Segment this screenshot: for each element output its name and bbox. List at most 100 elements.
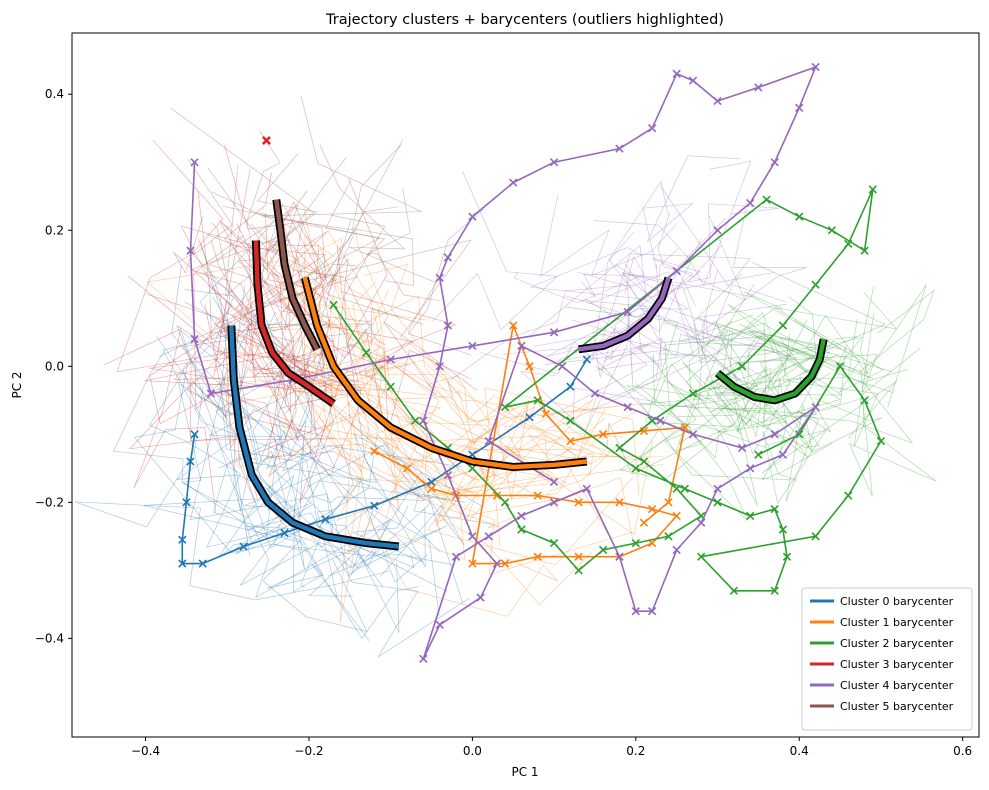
outlier-point — [198, 559, 207, 568]
outlier-point — [737, 362, 747, 371]
background-trajectory — [162, 322, 428, 583]
outlier-point — [647, 504, 657, 514]
background-trajectory — [652, 306, 777, 433]
outlier-point — [860, 246, 869, 255]
background-trajectory — [173, 216, 311, 380]
background-trajectory — [704, 284, 927, 428]
plot-area-frame — [71, 32, 980, 738]
outlier-point — [549, 538, 559, 548]
outlier-point — [782, 552, 792, 561]
background-trajectory — [267, 267, 556, 500]
background-trajectory — [182, 344, 324, 588]
outlier-point — [190, 334, 199, 344]
outlier-point — [361, 348, 371, 357]
outlier-point — [468, 341, 477, 351]
x-tick-label: 0.2 — [626, 744, 645, 758]
background-trajectory — [116, 139, 232, 373]
outlier-point — [509, 321, 518, 330]
outlier-point — [729, 586, 739, 595]
outlier-point — [549, 328, 559, 337]
outlier-point — [402, 464, 412, 473]
outlier-point — [713, 96, 722, 106]
background-trajectory — [269, 219, 495, 525]
barycenter-curve-2 — [716, 338, 826, 403]
background-trajectory — [626, 334, 777, 429]
background-trajectory — [330, 214, 386, 431]
background-trajectory — [712, 285, 875, 380]
background-trajectory — [431, 171, 559, 331]
outlier-point — [615, 144, 624, 153]
background-trajectory — [197, 190, 309, 371]
outlier-point — [386, 382, 395, 391]
outlier-point — [280, 528, 289, 538]
outlier-point — [598, 430, 608, 439]
background-trajectory — [276, 239, 639, 423]
outlier-point — [500, 402, 510, 412]
outlier-point — [517, 525, 526, 534]
background-trajectory — [146, 293, 281, 463]
outlier-point — [697, 518, 706, 527]
legend-label: Cluster 5 barycenter — [840, 700, 954, 713]
background-trajectory — [269, 257, 609, 457]
background-trajectory — [530, 244, 648, 336]
outlier-point — [549, 158, 559, 167]
outlier-point — [468, 559, 477, 568]
outlier-point — [476, 593, 485, 602]
outlier-point — [533, 552, 542, 561]
outlier-point — [631, 538, 640, 548]
outlier-point — [500, 498, 510, 507]
outlier-point — [770, 586, 779, 595]
outlier-point — [672, 545, 681, 555]
outlier-point — [190, 430, 199, 439]
outlier-point — [639, 518, 649, 527]
legend-label: Cluster 1 barycenter — [840, 616, 954, 629]
outlier-point — [419, 416, 428, 425]
barycenter-curve-5 — [274, 199, 320, 351]
chart-title: Trajectory clusters + barycenters (outli… — [325, 12, 724, 28]
outlier-point — [623, 307, 632, 317]
legend-label: Cluster 2 barycenter — [840, 637, 954, 650]
background-trajectory — [261, 96, 422, 322]
background-trajectory — [366, 188, 441, 302]
y-tick-label: −0.2 — [35, 495, 64, 509]
outlier-point — [770, 158, 779, 167]
outlier-point — [647, 124, 657, 133]
background-trajectory — [222, 205, 331, 382]
background-trajectory — [744, 318, 858, 433]
background-trajectory — [207, 284, 432, 512]
outlier-trajectory-2 — [332, 189, 882, 592]
x-tick-label: 0.4 — [790, 744, 809, 758]
outlier-point — [844, 239, 853, 249]
barycenter-curve-4 — [578, 277, 671, 352]
outlier-point — [754, 450, 763, 459]
outlier-point — [533, 396, 542, 405]
y-axis-ticks: −0.4 −0.2 0.0 0.2 0.4 — [35, 87, 72, 645]
outlier-point — [778, 525, 788, 534]
outlier-point — [435, 273, 444, 283]
outlier-point — [860, 396, 869, 405]
outlier-point — [566, 416, 575, 425]
outlier-point — [492, 559, 502, 568]
background-trajectory — [104, 328, 217, 513]
background-trajectory — [555, 271, 694, 371]
background-trajectory — [323, 313, 620, 500]
x-tick-label: −0.2 — [294, 744, 323, 758]
legend: Cluster 0 barycenter Cluster 1 barycenter… — [801, 587, 973, 731]
background-trajectory — [590, 270, 696, 360]
outlier-point — [795, 430, 804, 439]
outlier-point — [680, 484, 690, 493]
background-trajectory — [693, 273, 842, 363]
outlier-point — [868, 185, 877, 194]
background-trajectory — [241, 266, 349, 503]
background-trajectory — [279, 230, 362, 409]
outlier-point — [566, 436, 575, 446]
background-trajectory — [539, 195, 678, 278]
outlier-point — [190, 158, 199, 167]
outlier-point — [746, 511, 755, 521]
outlier-point — [541, 409, 551, 419]
background-trajectory — [256, 382, 415, 570]
outlier-point — [672, 511, 681, 521]
background-trajectory — [571, 180, 669, 334]
background-trajectory — [407, 208, 485, 356]
